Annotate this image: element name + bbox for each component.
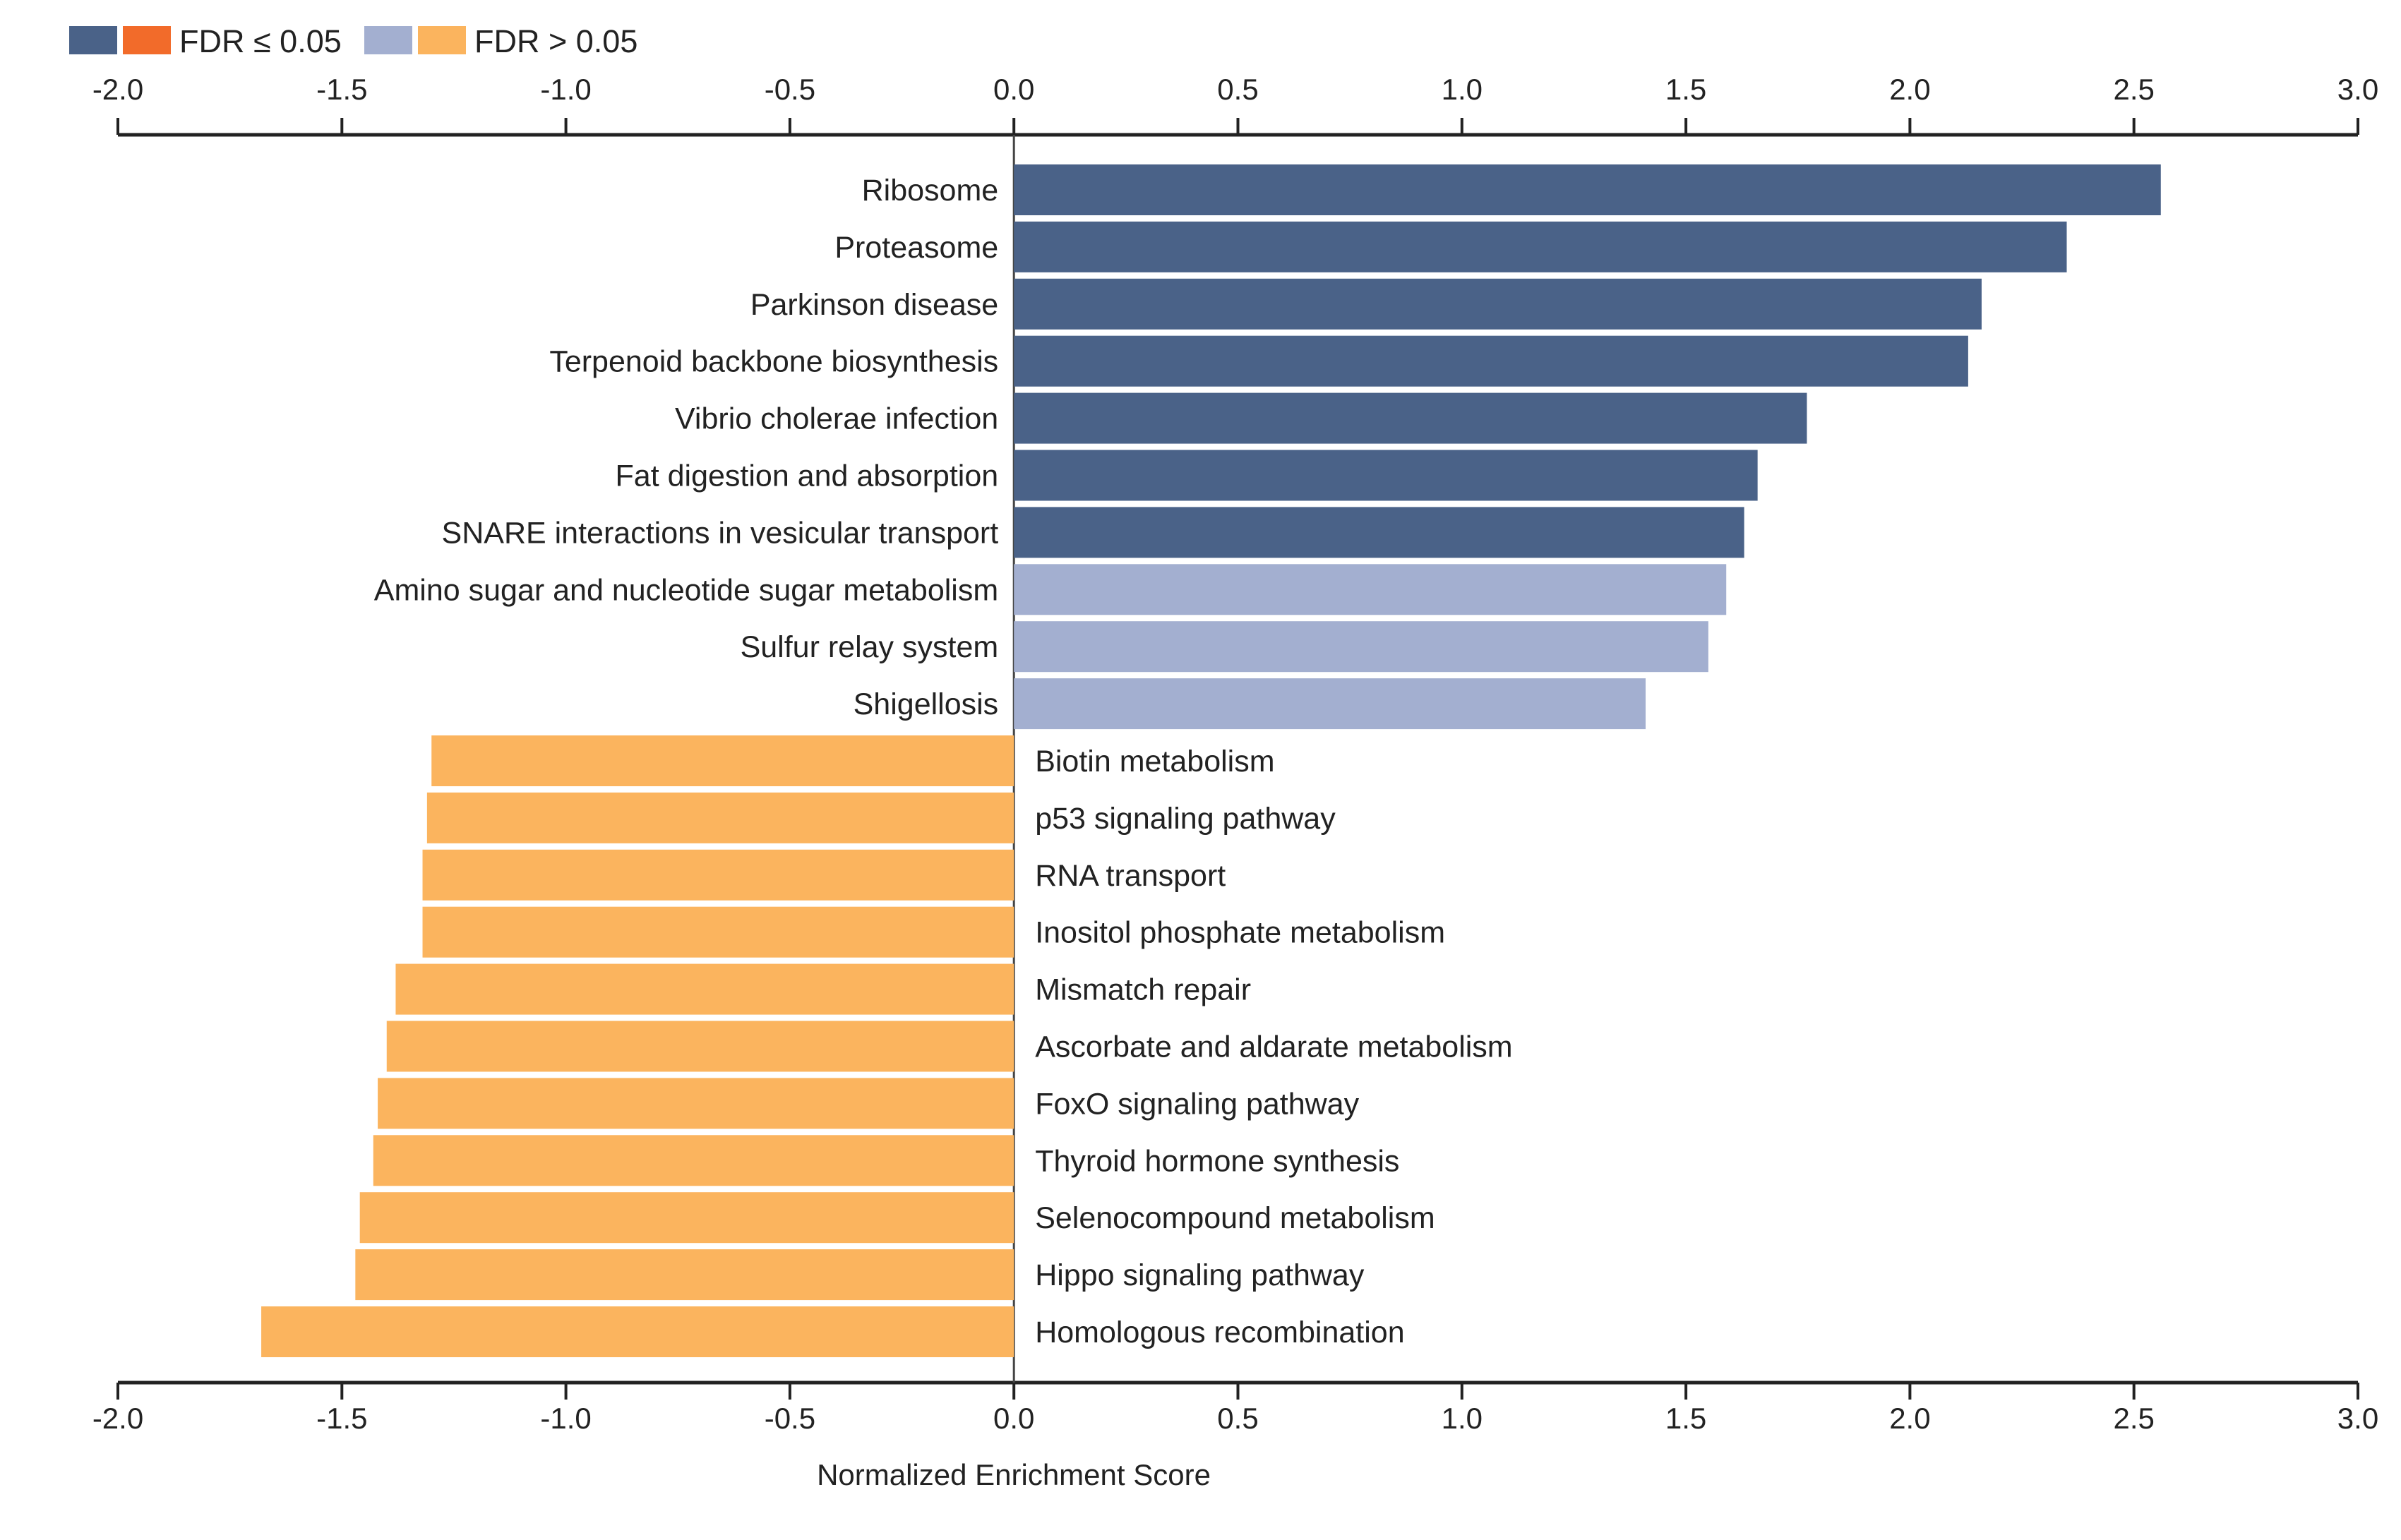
top-tick-label: 3.0 — [2337, 73, 2378, 106]
category-label: Selenocompound metabolism — [1035, 1201, 1435, 1235]
category-label: Biotin metabolism — [1035, 745, 1274, 778]
top-tick-label: -1.5 — [316, 73, 367, 106]
bar — [1014, 678, 1646, 730]
bar — [373, 1135, 1014, 1186]
legend: FDR ≤ 0.05 FDR > 0.05 — [69, 23, 637, 59]
category-label: Proteasome — [834, 231, 998, 265]
bar — [378, 1078, 1014, 1129]
category-label: SNARE interactions in vesicular transpor… — [442, 516, 999, 550]
bar — [386, 1021, 1014, 1072]
bottom-tick-label: -0.5 — [765, 1402, 815, 1435]
bottom-tick-label: 0.5 — [1217, 1402, 1258, 1435]
category-label: Sulfur relay system — [741, 630, 999, 664]
top-tick-label: 2.5 — [2114, 73, 2155, 106]
bar — [395, 963, 1014, 1015]
bar — [1014, 164, 2161, 215]
category-label: Hippo signaling pathway — [1035, 1258, 1365, 1292]
bottom-tick-label: -1.0 — [540, 1402, 591, 1435]
bar — [1014, 450, 1758, 501]
bar — [1014, 221, 2067, 272]
category-label: Inositol phosphate metabolism — [1035, 916, 1445, 950]
bottom-tick-label: 0.0 — [993, 1402, 1034, 1435]
bar — [1014, 507, 1744, 558]
bar — [422, 906, 1014, 958]
bottom-tick-label: -2.0 — [92, 1402, 143, 1435]
top-tick-label: -0.5 — [765, 73, 815, 106]
legend-label-sig: FDR ≤ 0.05 — [179, 23, 342, 59]
bar — [431, 735, 1014, 786]
category-label: Fat digestion and absorption — [616, 459, 999, 493]
bar — [426, 792, 1014, 843]
category-label: Mismatch repair — [1035, 973, 1251, 1007]
bottom-tick-label: -1.5 — [316, 1402, 367, 1435]
top-tick-label: -2.0 — [92, 73, 143, 106]
bar — [261, 1306, 1014, 1357]
bottom-tick-label: 2.5 — [2114, 1402, 2155, 1435]
category-label: Ascorbate and aldarate metabolism — [1035, 1030, 1512, 1064]
bottom-tick-label: 3.0 — [2337, 1402, 2378, 1435]
category-label: Shigellosis — [854, 687, 999, 721]
top-tick-label: 1.0 — [1442, 73, 1483, 106]
legend-swatch-neg-sig — [123, 26, 171, 54]
bar — [359, 1192, 1014, 1244]
bar — [1014, 278, 1982, 330]
category-label: Parkinson disease — [750, 288, 998, 322]
top-tick-label: 0.0 — [993, 73, 1034, 106]
bar — [422, 849, 1014, 901]
top-tick-label: 1.5 — [1665, 73, 1706, 106]
top-tick-label: -1.0 — [540, 73, 591, 106]
category-label: FoxO signaling pathway — [1035, 1087, 1359, 1121]
category-label: RNA transport — [1035, 859, 1226, 893]
category-label: Vibrio cholerae infection — [675, 402, 998, 436]
bar — [1014, 564, 1727, 615]
bar — [1014, 621, 1708, 673]
bottom-tick-label: 2.0 — [1889, 1402, 1930, 1435]
top-tick-label: 2.0 — [1889, 73, 1930, 106]
category-label: Terpenoid backbone biosynthesis — [549, 345, 998, 379]
category-label: p53 signaling pathway — [1035, 802, 1336, 836]
bar — [1014, 392, 1807, 444]
legend-swatch-neg-ns — [418, 26, 466, 54]
legend-swatch-pos-sig — [69, 26, 117, 54]
legend-label-ns: FDR > 0.05 — [474, 23, 637, 59]
category-label: Homologous recombination — [1035, 1316, 1404, 1349]
category-label: Thyroid hormone synthesis — [1035, 1144, 1399, 1178]
category-label: Ribosome — [862, 174, 999, 207]
legend-swatch-pos-ns — [364, 26, 412, 54]
bar — [1014, 335, 1968, 387]
category-label: Amino sugar and nucleotide sugar metabol… — [374, 573, 998, 607]
x-axis-label: Normalized Enrichment Score — [817, 1458, 1211, 1491]
top-tick-label: 0.5 — [1217, 73, 1258, 106]
bottom-tick-label: 1.5 — [1665, 1402, 1706, 1435]
bar — [355, 1249, 1014, 1301]
bottom-tick-label: 1.0 — [1442, 1402, 1483, 1435]
